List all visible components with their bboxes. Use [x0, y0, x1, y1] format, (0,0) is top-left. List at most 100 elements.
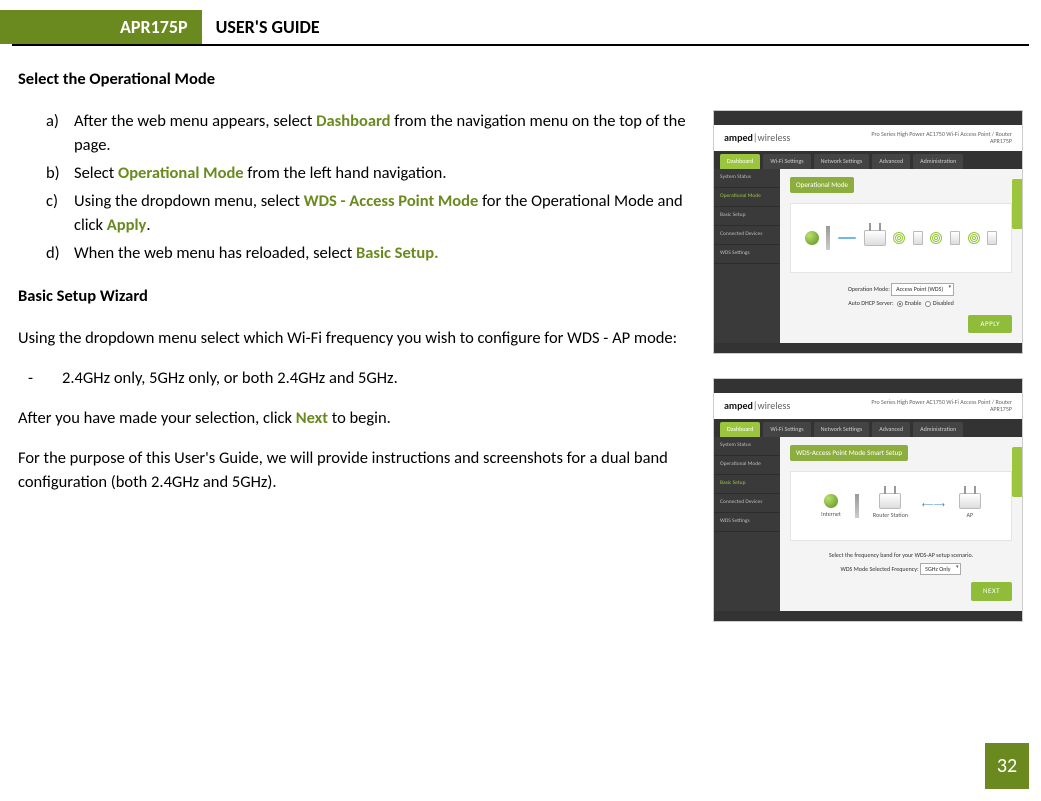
brand-bold: amped: [724, 399, 753, 412]
shot-sidebar: System Status Operational Mode Basic Set…: [714, 169, 780, 343]
nav-tab-admin[interactable]: Administration: [913, 422, 963, 437]
brand-logo: amped|wireless: [724, 399, 790, 414]
next-button[interactable]: NEXT: [971, 582, 1012, 600]
highlight: WDS - Access Point Mode: [304, 191, 479, 211]
nav-tab-wifi[interactable]: Wi-Fi Settings: [763, 154, 810, 169]
shot-main: WDS-Access Point Mode Smart Setup Intern…: [780, 437, 1022, 611]
panel-title: Operational Mode: [790, 177, 854, 193]
text: APR175P: [871, 138, 1012, 145]
form-row: Operation Mode: Access Point (WDS): [790, 283, 1012, 296]
sidebar-item[interactable]: Operational Mode: [714, 456, 780, 475]
shot-topbar: [714, 379, 1022, 393]
list-item: b) Select Operational Mode from the left…: [46, 162, 693, 186]
section2-p2: After you have made your selection, clic…: [18, 407, 693, 431]
nav-tab-network[interactable]: Network Settings: [814, 422, 870, 437]
bullet-item: 2.4GHz only, 5GHz only, or both 2.4GHz a…: [52, 367, 693, 391]
highlight: Dashboard: [316, 111, 390, 131]
brand-bold: amped: [724, 131, 753, 144]
page-header: APR175P USER'S GUIDE: [12, 10, 1029, 46]
page-number-badge: 32: [985, 743, 1029, 789]
shot-nav: Dashboard Wi-Fi Settings Network Setting…: [714, 151, 1022, 169]
arrow-icon: ⟵⟶: [922, 500, 945, 512]
text: to begin.: [328, 408, 391, 428]
list-marker: d): [46, 242, 60, 266]
tower-icon: [855, 494, 859, 518]
radio-enable[interactable]: [897, 301, 903, 307]
device-icon: [987, 231, 997, 245]
text: .: [146, 215, 150, 235]
brand-thin: wireless: [757, 399, 790, 412]
list-item: d) When the web menu has reloaded, selec…: [46, 242, 693, 266]
shot-main: Operational Mode: [780, 169, 1022, 343]
text: APR175P: [871, 406, 1012, 413]
shot-nav: Dashboard Wi-Fi Settings Network Setting…: [714, 419, 1022, 437]
section2-p1: Using the dropdown menu select which Wi-…: [18, 327, 693, 351]
device-icon: [950, 231, 960, 245]
form-row: WDS Mode Selected Frequency: 5GHz Only: [790, 563, 1012, 576]
radio-label: Disabled: [933, 299, 954, 307]
list-marker: c): [46, 190, 58, 214]
router-icon: AP: [959, 493, 981, 520]
nav-tab-admin[interactable]: Administration: [913, 154, 963, 169]
highlight: Next: [296, 408, 328, 428]
form-row: Auto DHCP Server: Enable Disabled: [790, 299, 1012, 308]
sidebar-item[interactable]: System Status: [714, 169, 780, 188]
sidebar-item[interactable]: Basic Setup: [714, 475, 780, 494]
list-marker: b): [46, 162, 60, 186]
nav-tab-network[interactable]: Network Settings: [814, 154, 870, 169]
list-item: c) Using the dropdown menu, select WDS -…: [46, 190, 693, 238]
sidebar-item[interactable]: Basic Setup: [714, 207, 780, 226]
page-content: Select the Operational Mode a) After the…: [0, 46, 1041, 646]
text: Select: [74, 163, 118, 183]
router-icon: [864, 230, 886, 246]
diagram-label: Internet: [821, 510, 841, 519]
sidebar-item[interactable]: WDS Settings: [714, 245, 780, 264]
screenshot-operational-mode: amped|wireless Pro Series High Power AC1…: [713, 110, 1023, 354]
text: from the left hand navigation.: [244, 163, 447, 183]
sidebar-item[interactable]: Operational Mode: [714, 188, 780, 207]
header-model-badge: APR175P: [0, 10, 202, 44]
nav-tab-dashboard[interactable]: Dashboard: [720, 154, 760, 169]
text: Using the dropdown menu, select: [74, 191, 304, 211]
section2-p3: For the purpose of this User's Guide, we…: [18, 447, 693, 495]
form-label: Auto DHCP Server:: [848, 299, 893, 307]
sidebar-item[interactable]: WDS Settings: [714, 513, 780, 532]
frequency-select[interactable]: 5GHz Only: [920, 563, 962, 576]
operation-mode-select[interactable]: Access Point (WDS): [891, 283, 954, 296]
radio-label: Enable: [905, 299, 921, 307]
shot-topbar: [714, 111, 1022, 125]
product-name: Pro Series High Power AC1750 Wi-Fi Acces…: [871, 131, 1012, 145]
brand-thin: wireless: [757, 131, 790, 144]
globe-icon: [805, 231, 819, 245]
network-diagram: Internet Router Station ⟵⟶ AP: [790, 471, 1012, 541]
cable-icon: [838, 237, 856, 239]
nav-tab-dashboard[interactable]: Dashboard: [720, 422, 760, 437]
radio-disable[interactable]: [925, 301, 931, 307]
sidebar-item[interactable]: Connected Devices: [714, 226, 780, 245]
text: After the web menu appears, select: [74, 111, 316, 131]
apply-button[interactable]: APPLY: [968, 315, 1012, 333]
nav-tab-wifi[interactable]: Wi-Fi Settings: [763, 422, 810, 437]
nav-tab-advanced[interactable]: Advanced: [872, 422, 910, 437]
section1-list: a) After the web menu appears, select Da…: [18, 110, 693, 266]
shot-sidebar: System Status Operational Mode Basic Set…: [714, 437, 780, 611]
text: After you have made your selection, clic…: [18, 408, 296, 428]
nav-tab-advanced[interactable]: Advanced: [872, 154, 910, 169]
sidebar-item[interactable]: Connected Devices: [714, 494, 780, 513]
highlight: Operational Mode: [118, 163, 244, 183]
header-title: USER'S GUIDE: [202, 10, 334, 44]
sidebar-item[interactable]: System Status: [714, 437, 780, 456]
shot-footer: [714, 611, 1022, 621]
diagram-label: AP: [967, 511, 974, 520]
wifi-waves-icon: [893, 232, 905, 244]
globe-icon: Internet: [821, 494, 841, 519]
list-marker: a): [46, 110, 59, 134]
network-diagram: [790, 203, 1012, 273]
text: When the web menu has reloaded, select: [74, 243, 356, 263]
device-icon: [913, 231, 923, 245]
product-name: Pro Series High Power AC1750 Wi-Fi Acces…: [871, 399, 1012, 413]
screenshot-basic-setup: amped|wireless Pro Series High Power AC1…: [713, 378, 1023, 622]
diagram-label: Router Station: [873, 511, 908, 520]
list-item: a) After the web menu appears, select Da…: [46, 110, 693, 158]
panel-title: WDS-Access Point Mode Smart Setup: [790, 445, 908, 461]
